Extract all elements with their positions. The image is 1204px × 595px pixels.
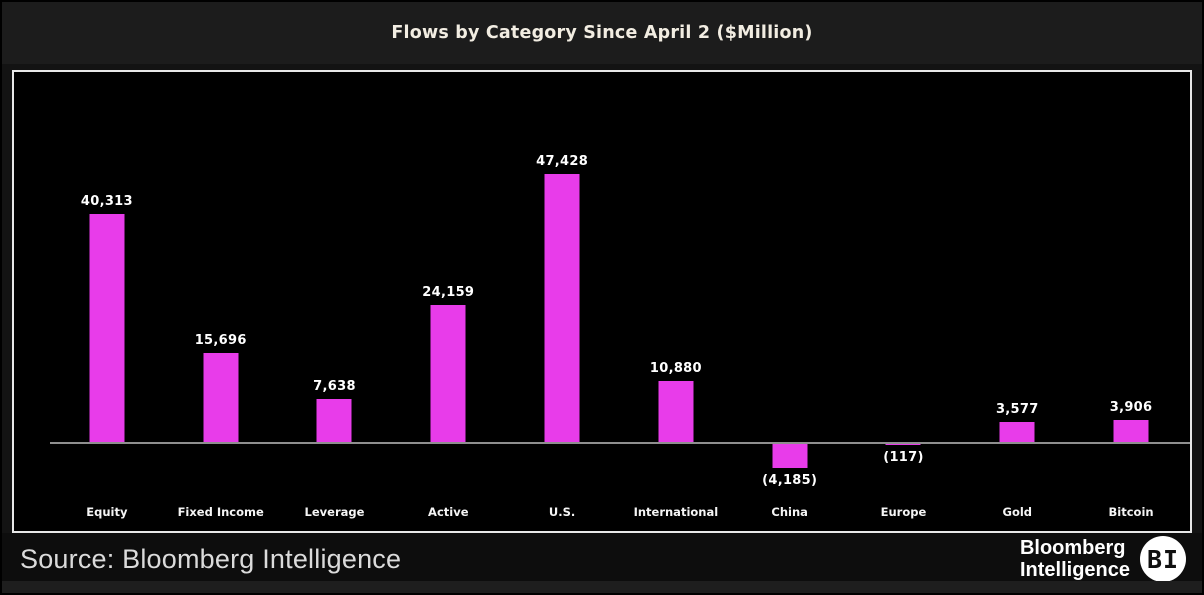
value-label-gold: 3,577 [995,401,1039,417]
bar-column-equity: 40,313 Equity [50,72,164,531]
category-label-leverage: Leverage [304,505,365,519]
logo-line1: Bloomberg [1019,536,1126,559]
category-label-fixed-income: Fixed Income [177,505,264,519]
logo-line2: Intelligence [1019,559,1130,581]
bar-column-bitcoin: 3,906 Bitcoin [1074,72,1188,531]
bi-badge-icon: BI [1140,536,1186,582]
value-label-leverage: 7,638 [313,378,356,394]
bar-column-gold: 3,577 Gold [960,72,1074,531]
bars-container: 40,313 Equity 15,696 Fixed Income 7,638 Lever… [50,72,1188,531]
bar-bitcoin [1113,419,1149,442]
category-label-international: International [633,505,719,519]
category-label-europe: Europe [880,505,927,519]
bar-column-china: (4,185) China [733,72,847,531]
zero-axis-line [50,442,1190,444]
bar-column-international: 10,880 International [619,72,733,531]
bar-column-fixed-income: 15,696 Fixed Income [164,72,278,531]
category-label-equity: Equity [86,505,128,519]
bar-gold [999,421,1035,442]
source-attribution: Source: Bloomberg Intelligence [20,543,402,574]
chart-title: Flows by Category Since April 2 ($Millio… [391,23,813,43]
value-label-equity: 40,313 [80,194,133,210]
category-label-bitcoin: Bitcoin [1108,505,1154,519]
value-label-international: 10,880 [649,360,702,376]
category-label-china: China [771,505,808,519]
bar-column-leverage: 7,638 Leverage [278,72,392,531]
value-label-bitcoin: 3,906 [1109,399,1153,415]
bar-equity [89,214,125,442]
bar-column-u-s: 47,428 U.S. [505,72,619,531]
bloomberg-intelligence-logo: Bloomberg Intelligence BI [1020,536,1186,582]
plot-area: 40,313 Equity 15,696 Fixed Income 7,638 Lever… [12,70,1192,533]
footer-bar: Source: Bloomberg Intelligence Bloomberg… [2,533,1202,585]
bottom-strip [2,581,1202,593]
category-label-u-s: U.S. [548,505,576,519]
bar-active [430,305,466,442]
value-label-active: 24,159 [422,285,475,301]
value-label-fixed-income: 15,696 [194,333,247,349]
value-label-u-s: 47,428 [536,154,589,169]
bar-column-active: 24,159 Active [391,72,505,531]
category-label-active: Active [428,505,469,519]
value-label-china: (4,185) [762,472,818,488]
bar-leverage [316,398,352,442]
bar-fixed-income [203,353,239,442]
bar-international [658,380,694,442]
category-label-gold: Gold [1002,505,1033,519]
bar-column-europe: (117) Europe [847,72,961,531]
chart-title-bar: Flows by Category Since April 2 ($Millio… [2,2,1202,64]
bar-china [772,444,808,468]
bloomberg-intelligence-wordmark: Bloomberg Intelligence [1020,537,1130,582]
bar-u-s [544,174,580,442]
bar-europe [885,444,921,445]
value-label-europe: (117) [883,449,924,465]
